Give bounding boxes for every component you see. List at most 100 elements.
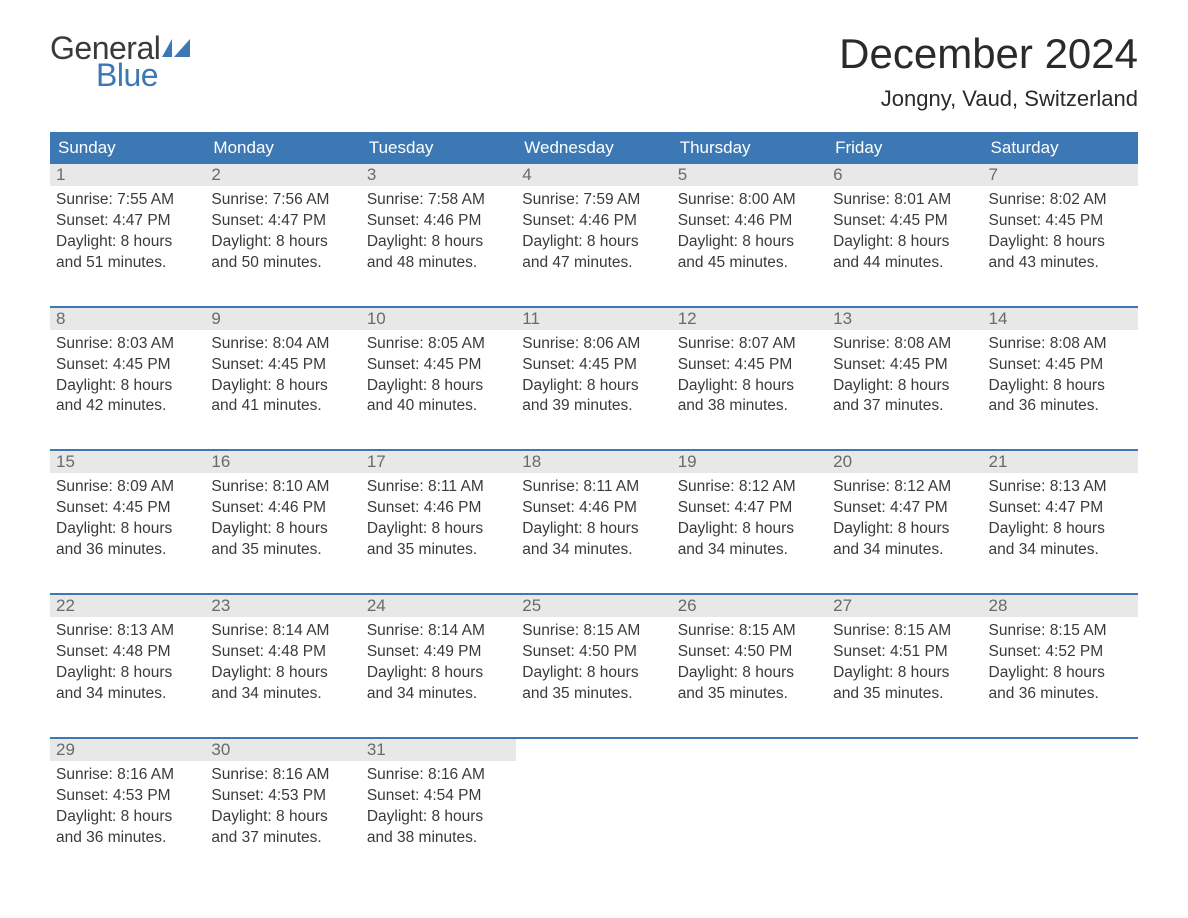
day-number: 4	[516, 164, 671, 186]
calendar-day: 17Sunrise: 8:11 AMSunset: 4:46 PMDayligh…	[361, 451, 516, 581]
sunrise-text: Sunrise: 8:12 AM	[833, 477, 976, 498]
sunrise-text: Sunrise: 8:16 AM	[56, 765, 199, 786]
day-content: Sunrise: 7:58 AMSunset: 4:46 PMDaylight:…	[361, 186, 516, 294]
sunrise-text: Sunrise: 8:04 AM	[211, 334, 354, 355]
daylight-text-1: Daylight: 8 hours	[367, 663, 510, 684]
daylight-text-1: Daylight: 8 hours	[989, 663, 1132, 684]
calendar-day: 5Sunrise: 8:00 AMSunset: 4:46 PMDaylight…	[672, 164, 827, 294]
calendar-day: 3Sunrise: 7:58 AMSunset: 4:46 PMDaylight…	[361, 164, 516, 294]
calendar-day: 14Sunrise: 8:08 AMSunset: 4:45 PMDayligh…	[983, 308, 1138, 438]
day-content: Sunrise: 8:09 AMSunset: 4:45 PMDaylight:…	[50, 473, 205, 581]
sunset-text: Sunset: 4:46 PM	[367, 498, 510, 519]
daylight-text-2: and 35 minutes.	[678, 684, 821, 705]
calendar-week: 29 Sunrise: 8:16 AMSunset: 4:53 PM Dayligh…	[50, 737, 1138, 869]
day-number: 8	[50, 308, 205, 330]
sunrise-text: Sunrise: 8:06 AM	[522, 334, 665, 355]
daylight-text-1: Daylight: 8 hours	[56, 232, 199, 253]
daylight-text-1: Daylight: 8 hours	[56, 376, 199, 397]
sunset-text: Sunset: 4:45 PM	[989, 355, 1132, 376]
sunset-text: Sunset: 4:46 PM	[211, 498, 354, 519]
day-content: Sunrise: 8:07 AMSunset: 4:45 PMDaylight:…	[672, 330, 827, 438]
sunrise-text: Sunrise: 8:13 AM	[56, 621, 199, 642]
calendar-day: 16Sunrise: 8:10 AMSunset: 4:46 PMDayligh…	[205, 451, 360, 581]
calendar-day: 13Sunrise: 8:08 AMSunset: 4:45 PMDayligh…	[827, 308, 982, 438]
day-number: 29	[50, 739, 205, 761]
daylight-text-2: and 35 minutes.	[211, 540, 354, 561]
sunset-text: Sunset: 4:45 PM	[522, 355, 665, 376]
calendar-day: 29Sunrise: 8:16 AMSunset: 4:53 PMDayligh…	[50, 739, 205, 869]
sunrise-text: Sunrise: 8:10 AM	[211, 477, 354, 498]
sunrise-text: Sunrise: 8:11 AM	[522, 477, 665, 498]
calendar-day: 4Sunrise: 7:59 AMSunset: 4:46 PMDaylight…	[516, 164, 671, 294]
daylight-text-1: Daylight: 8 hours	[678, 663, 821, 684]
sunset-text: Sunset: 4:48 PM	[211, 642, 354, 663]
daylight-text-2: and 34 minutes.	[833, 540, 976, 561]
daylight-text-1: Daylight: 8 hours	[522, 376, 665, 397]
day-content: Sunrise: 8:03 AMSunset: 4:45 PMDaylight:…	[50, 330, 205, 438]
daylight-text-2: and 51 minutes.	[56, 253, 199, 274]
sunset-text: Sunset: 4:48 PM	[56, 642, 199, 663]
sunset-text: Sunset: 4:50 PM	[678, 642, 821, 663]
flag-icon	[162, 39, 190, 57]
daylight-text-2: and 35 minutes.	[522, 684, 665, 705]
day-number: 3	[361, 164, 516, 186]
day-number: 20	[827, 451, 982, 473]
calendar-day	[516, 739, 671, 869]
day-content: Sunrise: 8:14 AMSunset: 4:48 PMDaylight:…	[205, 617, 360, 725]
day-number: 13	[827, 308, 982, 330]
calendar-day: 24Sunrise: 8:14 AMSunset: 4:49 PMDayligh…	[361, 595, 516, 725]
sunset-text: Sunset: 4:47 PM	[56, 211, 199, 232]
daylight-text-1: Daylight: 8 hours	[678, 519, 821, 540]
calendar-day: 25Sunrise: 8:15 AMSunset: 4:50 PMDayligh…	[516, 595, 671, 725]
calendar-day: 2Sunrise: 7:56 AMSunset: 4:47 PMDaylight…	[205, 164, 360, 294]
day-content: Sunrise: 8:11 AMSunset: 4:46 PMDaylight:…	[361, 473, 516, 581]
daylight-text-2: and 41 minutes.	[211, 396, 354, 417]
sunset-text: Sunset: 4:45 PM	[678, 355, 821, 376]
day-number: 22	[50, 595, 205, 617]
sunset-text: Sunset: 4:45 PM	[211, 355, 354, 376]
day-number: 14	[983, 308, 1138, 330]
weekday-header: Wednesday	[516, 132, 671, 164]
day-number: 9	[205, 308, 360, 330]
calendar-day: 12Sunrise: 8:07 AMSunset: 4:45 PMDayligh…	[672, 308, 827, 438]
day-number: 21	[983, 451, 1138, 473]
calendar-day: 19Sunrise: 8:12 AMSunset: 4:47 PMDayligh…	[672, 451, 827, 581]
day-content: Sunrise: 8:11 AMSunset: 4:46 PMDaylight:…	[516, 473, 671, 581]
sunrise-text: Sunrise: 7:55 AM	[56, 190, 199, 211]
sunrise-text: Sunrise: 8:01 AM	[833, 190, 976, 211]
weekday-header-row: Sunday Monday Tuesday Wednesday Thursday…	[50, 132, 1138, 164]
day-content: Sunrise: 8:13 AMSunset: 4:48 PMDaylight:…	[50, 617, 205, 725]
calendar-day: 9Sunrise: 8:04 AMSunset: 4:45 PMDaylight…	[205, 308, 360, 438]
daylight-text-1: Daylight: 8 hours	[211, 663, 354, 684]
day-number: 28	[983, 595, 1138, 617]
calendar-day	[983, 739, 1138, 869]
day-content: Sunrise: 8:04 AMSunset: 4:45 PMDaylight:…	[205, 330, 360, 438]
sunset-text: Sunset: 4:53 PM	[56, 786, 199, 807]
daylight-text-1: Daylight: 8 hours	[367, 232, 510, 253]
daylight-text-1: Daylight: 8 hours	[833, 663, 976, 684]
daylight-text-2: and 35 minutes.	[833, 684, 976, 705]
sunset-text: Sunset: 4:47 PM	[989, 498, 1132, 519]
sunset-text: Sunset: 4:46 PM	[678, 211, 821, 232]
day-content: Sunrise: 8:10 AMSunset: 4:46 PMDaylight:…	[205, 473, 360, 581]
sunrise-text: Sunrise: 8:08 AM	[833, 334, 976, 355]
day-number: 6	[827, 164, 982, 186]
sunset-text: Sunset: 4:45 PM	[833, 355, 976, 376]
calendar-day: 26Sunrise: 8:15 AMSunset: 4:50 PMDayligh…	[672, 595, 827, 725]
daylight-text-1: Daylight: 8 hours	[833, 519, 976, 540]
daylight-text-2: and 38 minutes.	[678, 396, 821, 417]
calendar-week: 15Sunrise: 8:09 AMSunset: 4:45 PMDayligh…	[50, 449, 1138, 581]
day-content: Sunrise: 8:15 AMSunset: 4:50 PMDaylight:…	[516, 617, 671, 725]
sunset-text: Sunset: 4:54 PM	[367, 786, 510, 807]
daylight-text-2: and 34 minutes.	[989, 540, 1132, 561]
sunrise-text: Sunrise: 8:15 AM	[522, 621, 665, 642]
day-number: 18	[516, 451, 671, 473]
calendar-day: 28Sunrise: 8:15 AMSunset: 4:52 PMDayligh…	[983, 595, 1138, 725]
day-content: Sunrise: 8:16 AMSunset: 4:54 PMDaylight:…	[361, 761, 516, 869]
daylight-text-1: Daylight: 8 hours	[211, 807, 354, 828]
sunset-text: Sunset: 4:45 PM	[56, 498, 199, 519]
sunset-text: Sunset: 4:51 PM	[833, 642, 976, 663]
daylight-text-2: and 42 minutes.	[56, 396, 199, 417]
daylight-text-2: and 36 minutes.	[989, 396, 1132, 417]
day-number: 24	[361, 595, 516, 617]
